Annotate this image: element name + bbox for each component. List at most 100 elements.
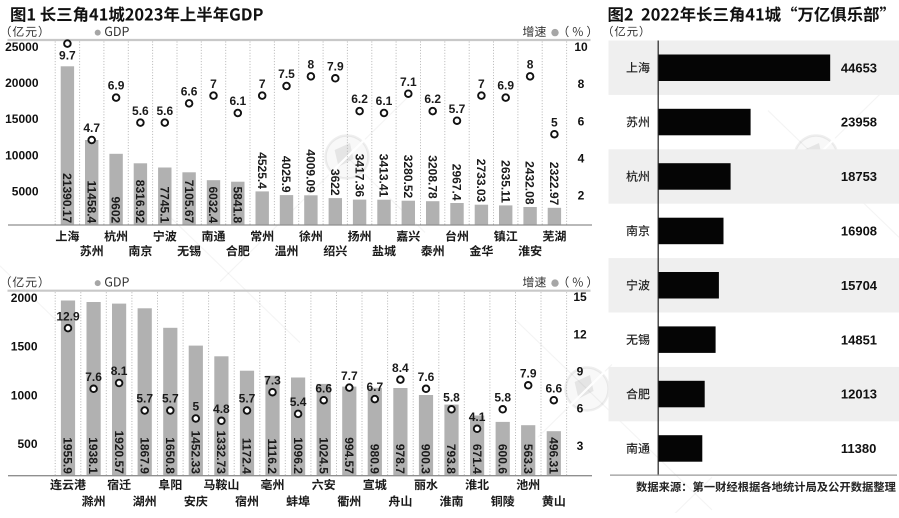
svg-text:5.6: 5.6: [132, 104, 149, 118]
svg-text:8316.92: 8316.92: [133, 180, 147, 224]
svg-text:600.6: 600.6: [495, 444, 509, 474]
svg-text:4025.9: 4025.9: [279, 156, 293, 193]
svg-text:4: 4: [578, 151, 585, 165]
svg-text:3417.36: 3417.36: [352, 154, 366, 198]
svg-text:9602: 9602: [109, 196, 123, 223]
svg-text:5.7: 5.7: [162, 392, 179, 406]
svg-text:563.3: 563.3: [521, 444, 535, 474]
svg-text:4.7: 4.7: [83, 121, 100, 135]
svg-text:6.6: 6.6: [315, 381, 332, 395]
svg-text:4525.4: 4525.4: [255, 152, 269, 189]
svg-text:7.6: 7.6: [418, 370, 435, 384]
svg-text:7: 7: [259, 77, 266, 91]
svg-text:6.7: 6.7: [366, 380, 383, 394]
svg-text:7.1: 7.1: [400, 75, 417, 89]
svg-text:5.7: 5.7: [136, 392, 153, 406]
svg-text:1920.57: 1920.57: [112, 431, 126, 475]
svg-text:5000: 5000: [12, 184, 39, 198]
svg-text:1024.5: 1024.5: [316, 437, 330, 474]
svg-text:15000: 15000: [5, 112, 39, 126]
svg-text:6.6: 6.6: [181, 85, 198, 99]
svg-text:2967.4: 2967.4: [450, 164, 464, 201]
svg-text:11380: 11380: [841, 441, 876, 456]
svg-text:8: 8: [578, 77, 585, 91]
svg-text:14851: 14851: [841, 332, 877, 347]
svg-text:2: 2: [578, 189, 585, 203]
svg-text:3622: 3622: [328, 169, 342, 196]
svg-text:1650.8: 1650.8: [163, 437, 177, 474]
svg-text:23958: 23958: [841, 115, 877, 130]
svg-text:900.3: 900.3: [419, 444, 433, 474]
svg-text:7: 7: [210, 77, 217, 91]
svg-text:4009.09: 4009.09: [304, 149, 318, 193]
svg-text:6.1: 6.1: [229, 94, 246, 108]
svg-text:2635.11: 2635.11: [498, 160, 512, 203]
svg-text:18753: 18753: [841, 169, 877, 184]
svg-text:1500: 1500: [11, 340, 38, 354]
svg-text:4.1: 4.1: [469, 410, 486, 424]
svg-text:2733.03: 2733.03: [474, 159, 488, 203]
svg-text:6.1: 6.1: [376, 94, 393, 108]
svg-text:2432.08: 2432.08: [523, 161, 537, 205]
svg-text:3: 3: [577, 439, 584, 453]
svg-text:6032.4: 6032.4: [206, 186, 220, 223]
svg-text:5841.8: 5841.8: [231, 186, 245, 223]
svg-text:10000: 10000: [5, 148, 39, 162]
svg-text:7.7: 7.7: [341, 369, 358, 383]
svg-text:1955.9: 1955.9: [61, 437, 75, 474]
svg-text:9: 9: [577, 365, 584, 379]
svg-text:1332.73: 1332.73: [214, 431, 228, 475]
svg-text:3280.52: 3280.52: [401, 155, 415, 199]
svg-text:7.5: 7.5: [278, 67, 295, 81]
svg-text:3413.41: 3413.41: [377, 154, 391, 198]
svg-text:6.6: 6.6: [545, 381, 562, 395]
svg-text:793.8: 793.8: [444, 444, 458, 474]
svg-text:5.8: 5.8: [494, 391, 511, 405]
svg-text:6.9: 6.9: [108, 79, 125, 93]
svg-text:500: 500: [17, 437, 37, 451]
svg-text:9.7: 9.7: [59, 49, 76, 63]
svg-text:7.3: 7.3: [264, 373, 281, 387]
svg-text:496.31: 496.31: [547, 437, 561, 474]
svg-text:671.4: 671.4: [470, 444, 484, 474]
svg-text:7105.67: 7105.67: [182, 180, 196, 224]
svg-text:2322.97: 2322.97: [547, 162, 561, 206]
svg-text:1452.33: 1452.33: [189, 431, 203, 475]
svg-text:8: 8: [308, 58, 315, 72]
svg-text:1000: 1000: [11, 388, 38, 402]
svg-text:1938.1: 1938.1: [86, 437, 100, 474]
svg-text:6: 6: [577, 402, 584, 416]
svg-text:15704: 15704: [841, 278, 878, 293]
svg-text:7.6: 7.6: [85, 370, 102, 384]
svg-text:5.7: 5.7: [449, 102, 466, 116]
svg-text:4.8: 4.8: [213, 402, 230, 416]
svg-text:25000: 25000: [5, 40, 39, 54]
svg-text:978.7: 978.7: [393, 444, 407, 474]
svg-text:15: 15: [573, 290, 587, 304]
svg-text:1172.4: 1172.4: [240, 438, 254, 474]
svg-text:7.9: 7.9: [520, 367, 537, 381]
svg-text:7.9: 7.9: [327, 59, 344, 73]
svg-text:12.9: 12.9: [56, 309, 80, 323]
svg-text:2000: 2000: [11, 291, 38, 305]
svg-text:8.1: 8.1: [111, 364, 128, 378]
svg-text:5: 5: [192, 400, 199, 414]
svg-text:994.57: 994.57: [342, 437, 356, 474]
svg-text:6: 6: [578, 114, 585, 128]
svg-text:6.2: 6.2: [424, 92, 441, 106]
svg-text:5: 5: [551, 115, 558, 129]
svg-text:7: 7: [478, 77, 485, 91]
svg-text:1096.2: 1096.2: [291, 437, 305, 474]
svg-text:1116.2: 1116.2: [265, 439, 279, 475]
svg-text:12013: 12013: [841, 387, 877, 402]
svg-text:3208.78: 3208.78: [425, 155, 439, 199]
svg-text:5.4: 5.4: [290, 395, 307, 409]
svg-text:980.9: 980.9: [368, 444, 382, 474]
svg-text:10: 10: [574, 40, 588, 54]
svg-text:5.7: 5.7: [239, 392, 256, 406]
svg-text:1867.9: 1867.9: [137, 437, 151, 474]
svg-text:5.8: 5.8: [443, 391, 460, 405]
svg-text:20000: 20000: [5, 76, 39, 90]
svg-text:6.2: 6.2: [351, 92, 368, 106]
svg-text:8.4: 8.4: [392, 361, 409, 375]
